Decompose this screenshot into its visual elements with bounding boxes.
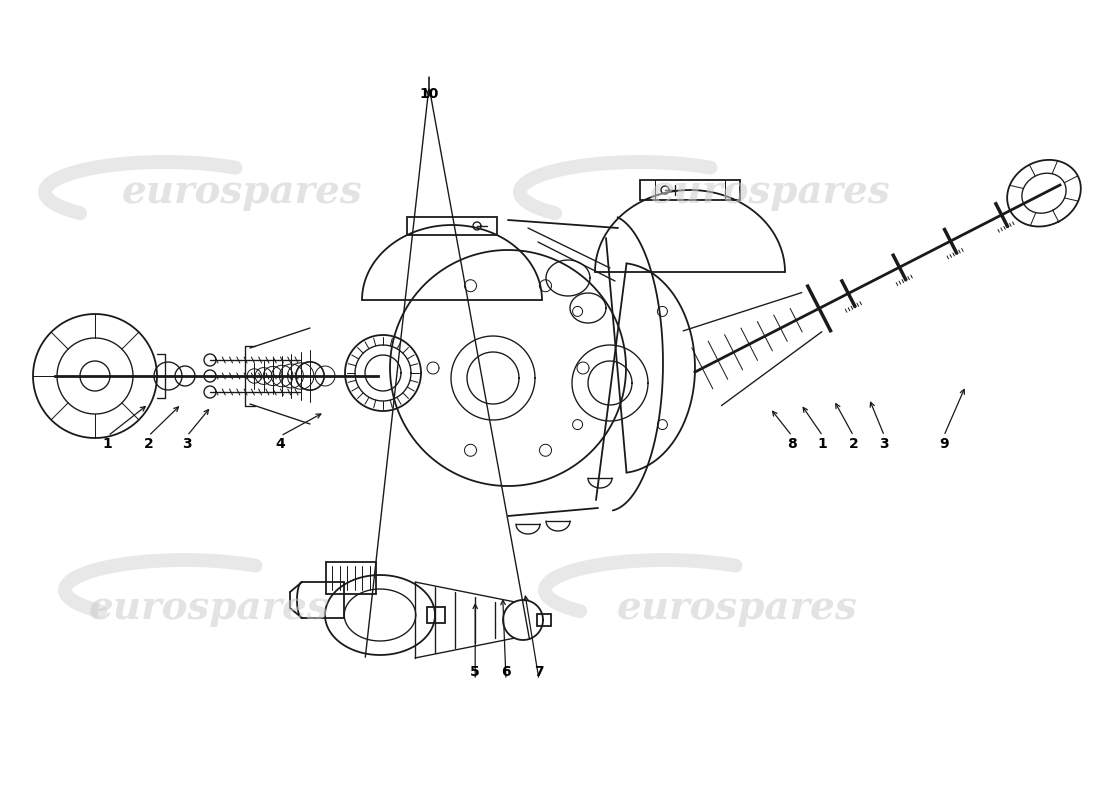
Text: 7: 7 — [535, 665, 543, 679]
Text: eurospares: eurospares — [89, 589, 329, 627]
Text: 3: 3 — [880, 437, 889, 451]
Text: 1: 1 — [103, 437, 112, 451]
Text: 2: 2 — [849, 437, 858, 451]
Text: 1: 1 — [818, 437, 827, 451]
Bar — [640, 180, 740, 200]
Text: 2: 2 — [144, 437, 153, 451]
Text: eurospares: eurospares — [650, 173, 890, 211]
Text: 10: 10 — [419, 87, 439, 102]
Bar — [407, 217, 497, 235]
Text: 5: 5 — [471, 665, 480, 679]
Bar — [326, 562, 376, 594]
Text: 6: 6 — [502, 665, 510, 679]
Bar — [537, 614, 551, 626]
Text: 8: 8 — [788, 437, 796, 451]
Text: eurospares: eurospares — [122, 173, 362, 211]
Text: 9: 9 — [939, 437, 948, 451]
Text: eurospares: eurospares — [617, 589, 857, 627]
Bar — [427, 607, 446, 623]
Text: 4: 4 — [276, 437, 285, 451]
Text: 3: 3 — [183, 437, 191, 451]
